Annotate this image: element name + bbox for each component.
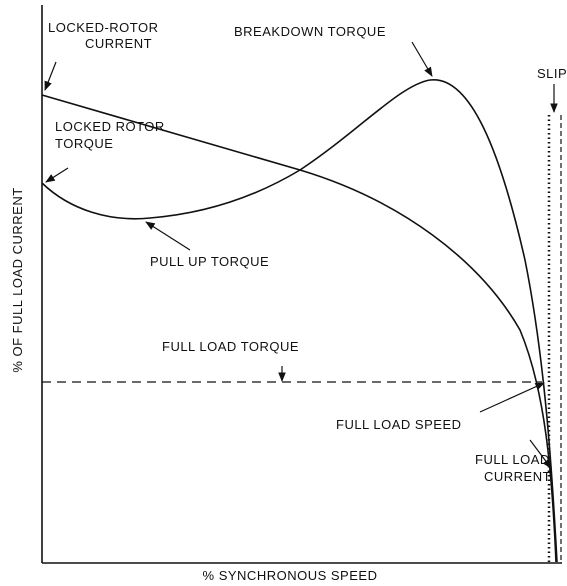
torque-curve xyxy=(41,79,558,563)
label: TORQUE xyxy=(55,136,113,151)
arrow xyxy=(479,382,545,413)
label: PULL UP TORQUE xyxy=(150,254,269,269)
label: FULL LOAD TORQUE xyxy=(162,339,299,354)
arrow xyxy=(45,167,69,183)
arrow xyxy=(411,41,433,77)
label: FULL LOAD xyxy=(475,452,550,467)
label: LOCKED ROTOR xyxy=(55,119,165,134)
y-axis-label: % OF FULL LOAD CURRENT xyxy=(10,187,25,372)
x-axis-label: % SYNCHRONOUS SPEED xyxy=(203,568,378,583)
label: LOCKED-ROTOR xyxy=(48,20,159,35)
arrow xyxy=(44,61,57,91)
arrow xyxy=(145,221,191,251)
label: BREAKDOWN TORQUE xyxy=(234,24,386,39)
label: FULL LOAD SPEED xyxy=(336,417,462,432)
label: CURRENT xyxy=(85,36,152,51)
label: SLIP xyxy=(537,66,567,81)
label: CURRENT xyxy=(484,469,551,484)
arrow xyxy=(529,439,552,469)
current-curve xyxy=(41,94,557,563)
